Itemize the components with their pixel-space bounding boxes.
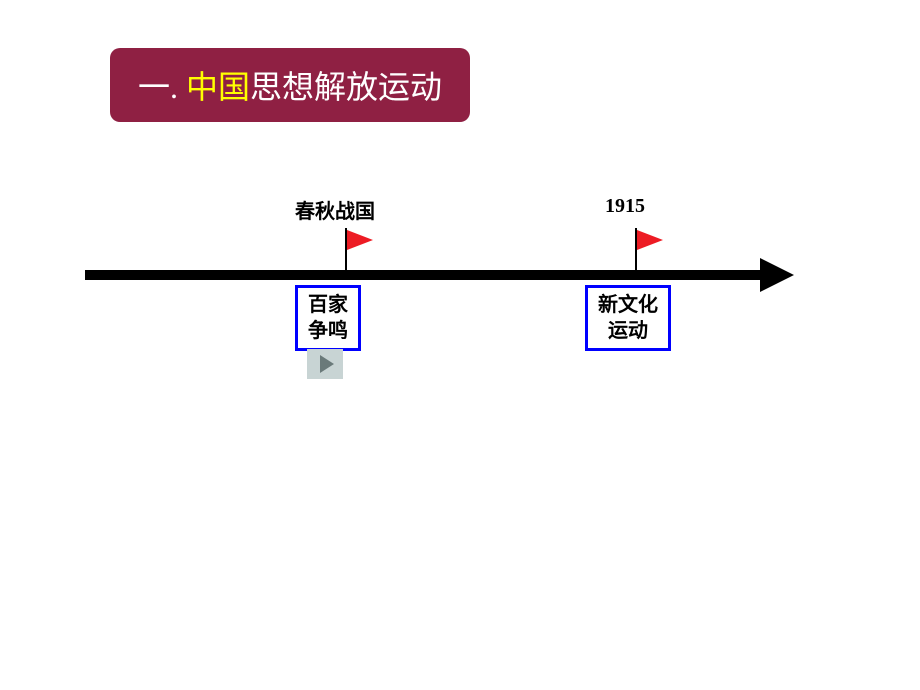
play-button[interactable] [307,349,343,379]
title-box: 一. 中国思想解放运动 [110,48,470,122]
event-box-line1: 百家 [308,292,348,318]
event-box: 新文化运动 [585,285,671,351]
timeline-arrow-icon [760,258,794,292]
event-top-label: 春秋战国 [275,195,395,224]
title-text: 一. 中国思想解放运动 [138,69,442,105]
play-icon [320,355,334,373]
title-prefix: 一. [138,69,186,105]
timeline-line [85,270,765,280]
event-box-line2: 运动 [598,318,658,344]
flag-triangle-icon [347,230,373,250]
event-box-line1: 新文化 [598,292,658,318]
title-highlight: 中国 [186,69,250,105]
event-box: 百家争鸣 [295,285,361,351]
timeline [85,255,805,295]
event-top-label: 1915 [565,195,685,218]
title-rest: 思想解放运动 [250,69,442,105]
event-box-line2: 争鸣 [308,318,348,344]
flag-triangle-icon [637,230,663,250]
